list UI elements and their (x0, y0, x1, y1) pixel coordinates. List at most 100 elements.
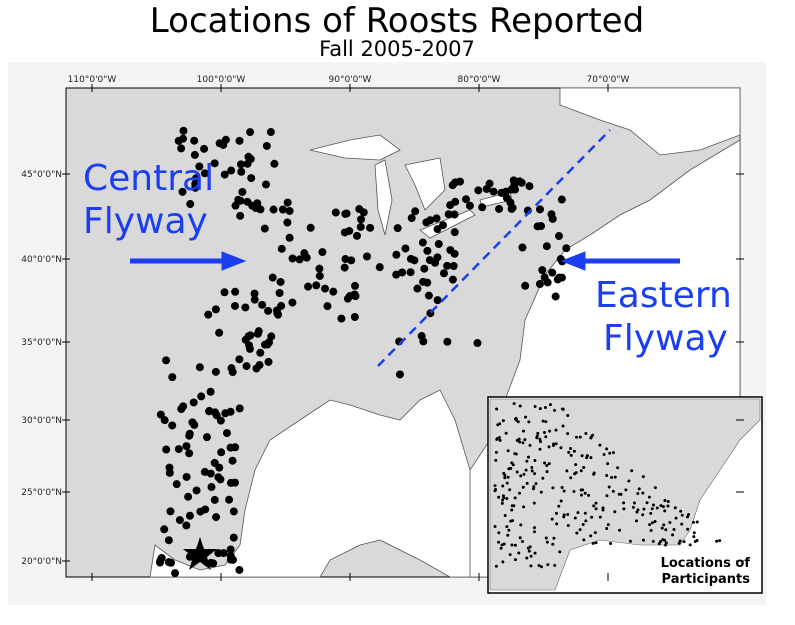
participant-dot (536, 431, 540, 435)
roost-dot (206, 387, 215, 396)
inset-caption: Participants (662, 572, 751, 587)
roost-dot (345, 226, 354, 235)
roost-dot (270, 159, 279, 168)
roost-dot (237, 167, 246, 176)
participant-dot (664, 528, 668, 532)
participant-dot (678, 539, 682, 543)
participant-dot (525, 459, 529, 463)
roost-dot (362, 252, 371, 261)
participant-dot (569, 476, 573, 480)
participant-dot (589, 456, 593, 460)
lat-label: 20°0'0"N (21, 557, 62, 567)
participant-dot (562, 489, 566, 493)
roost-dot (216, 416, 225, 425)
roost-dot (318, 248, 327, 257)
subtitle: Fall 2005-2007 (319, 37, 475, 61)
participant-dot (650, 507, 654, 511)
roost-dot (227, 364, 236, 373)
participant-dot (648, 523, 652, 527)
roost-dot (182, 521, 191, 530)
roost-dot (420, 264, 429, 273)
roost-dot (241, 303, 250, 312)
participant-dot (611, 489, 615, 493)
roost-dot (543, 278, 552, 287)
participant-dot (606, 462, 610, 466)
roost-dot (443, 261, 452, 270)
roost-dot (438, 221, 447, 230)
roost-dot (557, 195, 566, 204)
roost-dot (398, 268, 407, 277)
participant-dot (566, 513, 570, 517)
participant-dot (532, 530, 536, 534)
participant-dot (513, 452, 517, 456)
roost-dot (236, 196, 245, 205)
star (183, 537, 217, 570)
roost-dot (168, 421, 177, 430)
roost-dot (423, 278, 432, 287)
participant-dot (682, 540, 686, 544)
participant-dot (618, 528, 622, 532)
roost-dot (508, 203, 517, 212)
roost-dot (406, 254, 415, 263)
participant-dot (559, 499, 563, 503)
roost-dot (554, 232, 563, 241)
participant-dot (510, 461, 514, 465)
participant-dot (545, 540, 549, 544)
inset (487, 396, 763, 594)
participant-dot (589, 435, 593, 439)
participant-dot (592, 472, 596, 476)
participant-dot (572, 449, 576, 453)
roost-dot (235, 404, 244, 413)
roost-dot (236, 160, 245, 169)
participant-dot (641, 538, 645, 542)
participant-dot (522, 472, 526, 476)
arrow-head (560, 251, 586, 271)
participant-dot (541, 476, 545, 480)
participant-dot (587, 493, 591, 497)
central-flyway: Flyway (83, 201, 208, 242)
participant-dot (519, 474, 523, 478)
participant-dot (501, 419, 505, 423)
arrow-head (221, 251, 247, 271)
roost-dot (548, 214, 557, 223)
participant-dot (521, 429, 525, 433)
roost-dot (275, 288, 284, 297)
participant-dot (523, 438, 527, 442)
roost-dot (160, 525, 169, 534)
roost-dot (489, 187, 498, 196)
participant-dot (539, 490, 543, 494)
participant-dot (677, 541, 681, 545)
roost-dot (164, 536, 173, 545)
roost-dot (184, 492, 193, 501)
roost-dot (315, 264, 324, 273)
participant-dot (552, 442, 556, 446)
participant-dot (590, 515, 594, 519)
roost-dot (185, 511, 194, 520)
roost-dot (212, 513, 221, 522)
roost-dot (285, 233, 294, 242)
participant-dot (641, 513, 645, 517)
participant-dot (507, 528, 511, 532)
roost-dot (225, 495, 234, 504)
roost-dot (356, 222, 365, 231)
participant-dot (524, 468, 528, 472)
participant-dot (628, 539, 632, 543)
participant-dot (606, 523, 610, 527)
inset-land (489, 398, 761, 591)
participant-dot (688, 543, 692, 547)
participant-dot (602, 452, 606, 456)
participant-dot (575, 531, 579, 535)
participant-dot (508, 488, 512, 492)
participant-dot (505, 481, 509, 485)
lat-label: 45°0'0"N (21, 170, 62, 180)
roost-dot (179, 134, 188, 143)
participant-dot (605, 474, 609, 478)
participant-dot (598, 443, 602, 447)
participant-dot (539, 565, 543, 569)
roost-dot (207, 483, 216, 492)
roost-dot (226, 545, 235, 554)
roost-dot (166, 507, 175, 516)
roost-dot (264, 357, 273, 366)
participant-dot (607, 485, 611, 489)
